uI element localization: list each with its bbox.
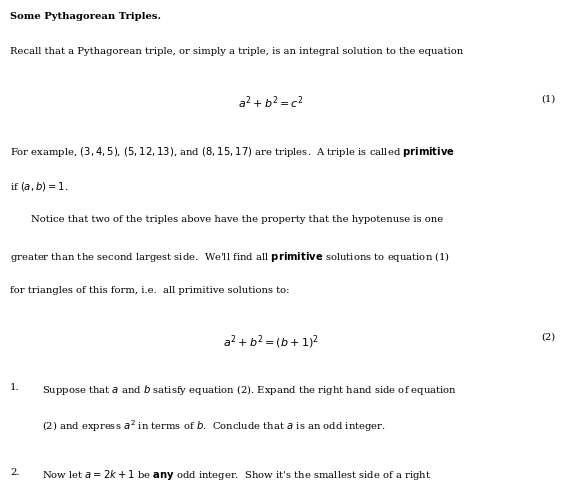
Text: Notice that two of the triples above have the property that the hypotenuse is on: Notice that two of the triples above hav… xyxy=(31,215,443,224)
Text: for triangles of this form, i.e.  all primitive solutions to:: for triangles of this form, i.e. all pri… xyxy=(10,285,290,294)
Text: (2) and express $a^2$ in terms of $b$.  Conclude that $a$ is an odd integer.: (2) and express $a^2$ in terms of $b$. C… xyxy=(42,417,386,433)
Text: 2.: 2. xyxy=(10,467,20,476)
Text: 1.: 1. xyxy=(10,382,20,391)
Text: (2): (2) xyxy=(541,332,556,341)
Text: Some Pythagorean Triples.: Some Pythagorean Triples. xyxy=(10,12,161,21)
Text: Now let $a = 2k+1$ be $\mathbf{any}$ odd integer.  Show it's the smallest side o: Now let $a = 2k+1$ be $\mathbf{any}$ odd… xyxy=(42,467,431,481)
Text: if $(a, b) = 1$.: if $(a, b) = 1$. xyxy=(10,180,68,193)
Text: Recall that a Pythagorean triple, or simply a triple, is an integral solution to: Recall that a Pythagorean triple, or sim… xyxy=(10,47,464,56)
Text: For example, $(3, 4, 5)$, $(5, 12, 13)$, and $(8, 15, 17)$ are triples.  A tripl: For example, $(3, 4, 5)$, $(5, 12, 13)$,… xyxy=(10,144,455,159)
Text: Suppose that $a$ and $b$ satisfy equation (2). Expand the right hand side of equ: Suppose that $a$ and $b$ satisfy equatio… xyxy=(42,382,457,396)
Text: greater than the second largest side.  We'll find all $\mathbf{primitive}$ solut: greater than the second largest side. We… xyxy=(10,250,450,264)
Text: (1): (1) xyxy=(541,95,556,103)
Text: $a^2 + b^2 = c^2$: $a^2 + b^2 = c^2$ xyxy=(238,95,303,111)
Text: $a^2 + b^2 = (b + 1)^2$: $a^2 + b^2 = (b + 1)^2$ xyxy=(223,332,319,350)
